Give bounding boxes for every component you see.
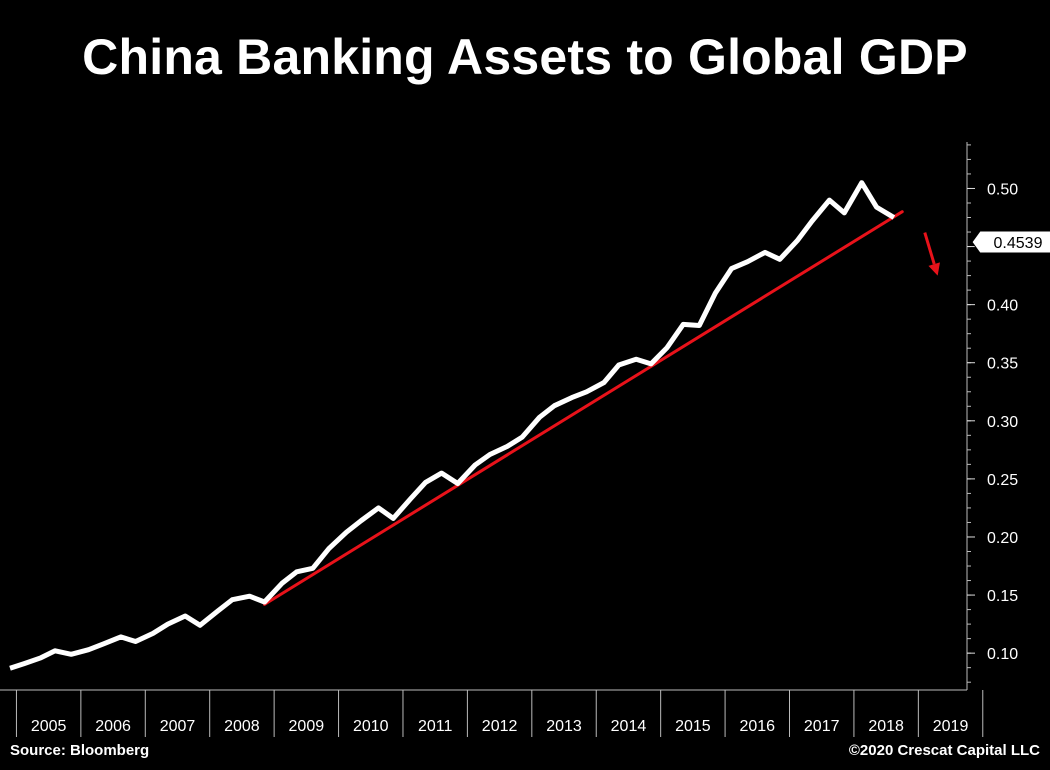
trend-line	[262, 210, 904, 606]
x-tick-label: 2005	[31, 718, 67, 735]
y-tick-label: 0.40	[987, 298, 1018, 315]
x-tick-label: 2007	[160, 718, 196, 735]
last-value-tag	[971, 230, 1050, 254]
x-tick-label: 2006	[95, 718, 131, 735]
x-tick-label: 2013	[546, 718, 582, 735]
x-tick-label: 2010	[353, 718, 389, 735]
last-value-label: 0.4539	[994, 235, 1043, 252]
y-tick-label: 0.15	[987, 588, 1018, 605]
y-tick-label: 0.30	[987, 414, 1018, 431]
series-line	[9, 180, 896, 671]
x-tick-label: 2015	[675, 718, 711, 735]
copyright-note: ©2020 Crescat Capital LLC	[848, 742, 1040, 759]
x-tick-label: 2017	[804, 718, 840, 735]
x-tick-label: 2016	[739, 718, 775, 735]
x-tick-label: 2012	[482, 718, 518, 735]
x-tick-label: 2011	[418, 718, 453, 735]
x-tick-label: 2019	[933, 718, 969, 735]
y-tick-label: 0.25	[987, 472, 1018, 489]
y-tick-label: 0.10	[987, 646, 1018, 663]
down-arrow-shaft	[923, 232, 936, 265]
x-tick-label: 2009	[289, 718, 325, 735]
x-tick-label: 2018	[868, 718, 904, 735]
y-tick-label: 0.50	[987, 181, 1018, 198]
down-arrow-head	[928, 262, 940, 276]
source-note: Source: Bloomberg	[10, 742, 150, 759]
x-tick-label: 2008	[224, 718, 260, 735]
x-tick-label: 2014	[611, 718, 647, 735]
y-tick-label: 0.20	[987, 530, 1018, 547]
chart-title: China Banking Assets to Global GDP	[82, 29, 968, 85]
y-tick-label: 0.35	[987, 356, 1018, 373]
